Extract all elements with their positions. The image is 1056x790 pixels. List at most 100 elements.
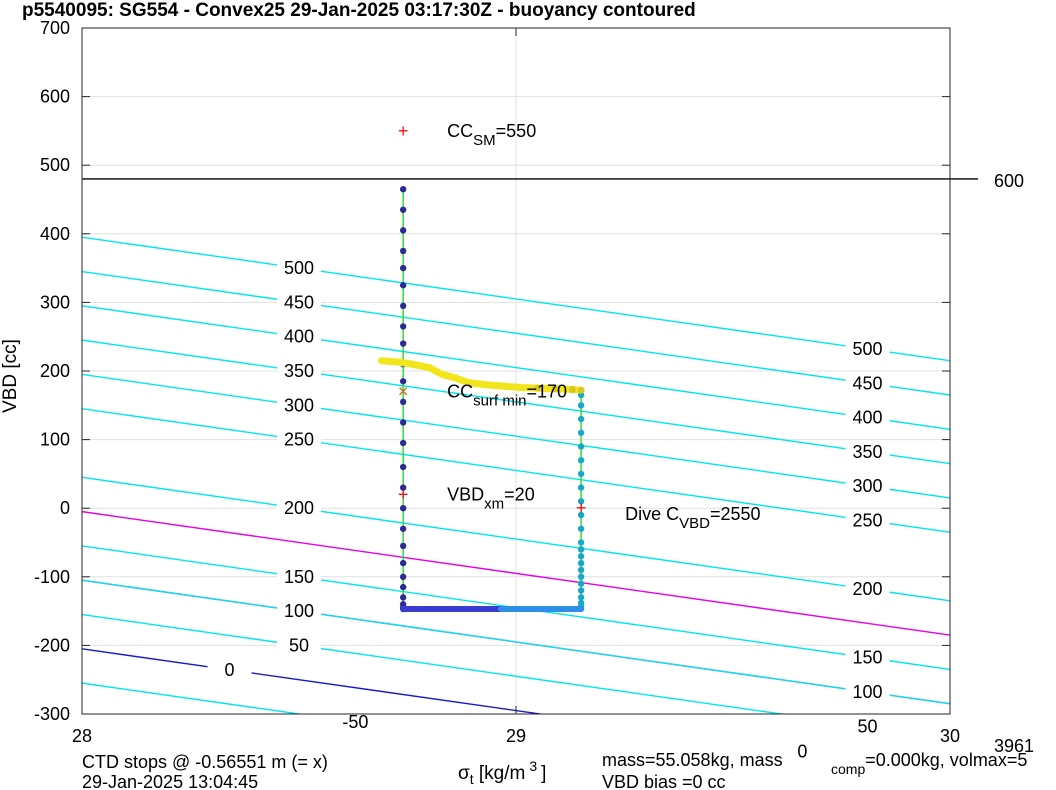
surface-point — [377, 357, 385, 365]
y-tick-label: 0 — [60, 498, 70, 518]
y-tick-label: 200 — [40, 361, 70, 381]
ctd-stops-text: CTD stops @ -0.56551 m (= x) — [82, 752, 328, 772]
contour-line-cyan — [82, 682, 304, 714]
data-point — [577, 539, 585, 546]
contour-label-bg — [845, 716, 890, 737]
data-point — [577, 566, 585, 574]
contour-label-bg — [845, 681, 890, 702]
data-point — [399, 583, 407, 591]
contour-labels: 0 0 500 500 450 450 400 400 350 350 300 300 250 250 20… — [207, 258, 890, 762]
data-point — [399, 378, 407, 385]
contour-label: 300 — [284, 395, 314, 415]
contour-label: 450 — [284, 292, 314, 312]
annotation-markers: + CCSM=550 × CCsurf min=170 + VBDxm=20 + Dive C… — [398, 121, 761, 532]
data-point — [577, 559, 585, 567]
contour-label: 100 — [284, 601, 314, 621]
data-point — [399, 542, 407, 550]
data-point — [399, 227, 407, 234]
surface-point — [395, 358, 403, 366]
data-point — [577, 573, 585, 580]
contour-label: 50 — [289, 635, 309, 655]
data-point — [577, 525, 585, 532]
data-point — [577, 553, 585, 560]
data-point — [577, 498, 585, 505]
surface-point — [408, 360, 416, 368]
contour-label-bg — [277, 429, 321, 450]
contour-label-bg — [277, 258, 321, 279]
data-point — [399, 264, 407, 272]
data-point — [399, 463, 407, 471]
y-tick-label: -100 — [34, 567, 70, 587]
contour-label-bg — [845, 647, 890, 668]
contour-line-cyan — [82, 579, 950, 705]
corner-value: 3961 — [994, 736, 1034, 756]
data-point — [399, 302, 407, 310]
contour-label: 250 — [284, 430, 314, 450]
marker-label: CCSM=550 — [447, 121, 536, 149]
contour-label-bg — [277, 498, 321, 519]
surface-point — [425, 364, 433, 372]
contour-label-bg — [277, 566, 321, 587]
contour-line-cyan — [82, 613, 787, 714]
data-point — [577, 546, 585, 553]
data-point — [399, 398, 407, 406]
data-point — [399, 186, 407, 193]
surface-point — [551, 385, 559, 393]
contour-label: -50 — [342, 712, 368, 732]
contour-line-cyan — [82, 236, 950, 362]
contour-label-bg — [845, 373, 890, 394]
contour-line-magenta — [82, 510, 950, 636]
contour-label: 400 — [284, 327, 314, 347]
y-tick-label: -300 — [34, 704, 70, 724]
footer-date: 29-Jan-2025 13:04:45 — [82, 772, 258, 790]
data-point — [577, 580, 585, 587]
y-tick-label: 600 — [40, 87, 70, 107]
contour-label: 150 — [284, 567, 314, 587]
contour-label-bg — [845, 338, 890, 359]
contour-line-cyan — [82, 408, 950, 533]
contour-label-bg — [207, 659, 252, 680]
surface-point — [568, 386, 576, 394]
marker-symbol: × — [398, 382, 409, 402]
y-tick-label: 500 — [40, 155, 70, 175]
data-point — [577, 443, 585, 450]
contour-label-bg — [845, 407, 890, 428]
marker-symbol: + — [398, 484, 409, 504]
data-point — [399, 573, 407, 580]
data-point — [577, 456, 585, 464]
contour-label: 400 — [853, 408, 883, 428]
surface-point — [482, 381, 490, 389]
data-point — [399, 340, 407, 347]
data-point — [399, 247, 407, 255]
data-point — [577, 587, 585, 594]
contour-line-cyan — [82, 305, 950, 431]
contour-label: 450 — [853, 373, 883, 393]
data-point — [399, 505, 407, 512]
contour-label: 250 — [853, 510, 883, 530]
contour-label-bg — [845, 476, 890, 497]
data-point — [399, 559, 407, 567]
contour-line-cyan — [82, 373, 950, 499]
contour-line-cyan — [82, 270, 950, 396]
data-point — [399, 525, 407, 532]
contour-label: 350 — [853, 442, 883, 462]
data-point — [399, 282, 407, 289]
data-point — [399, 206, 407, 213]
marker-label: VBDxm=20 — [447, 484, 535, 512]
contour-line-cyan — [82, 476, 950, 602]
contour-label-bg — [780, 741, 825, 762]
mass-text: mass=55.058kg, mass comp=0.000kg, volmax=… — [602, 750, 1027, 777]
contour-label: 500 — [284, 258, 314, 278]
x-tick-label: 29 — [506, 726, 526, 746]
contour-line-cyan — [82, 339, 950, 465]
data-series — [377, 186, 585, 613]
contour-label: 500 — [853, 339, 883, 359]
contour-label: 200 — [853, 579, 883, 599]
contour-label: 0 — [225, 660, 235, 680]
y-tick-label: 100 — [40, 430, 70, 450]
reference-line: 600 — [82, 171, 1024, 191]
surface-point — [451, 374, 459, 382]
chart-title: p5540095: SG554 - Convex25 29-Jan-2025 0… — [22, 0, 696, 21]
